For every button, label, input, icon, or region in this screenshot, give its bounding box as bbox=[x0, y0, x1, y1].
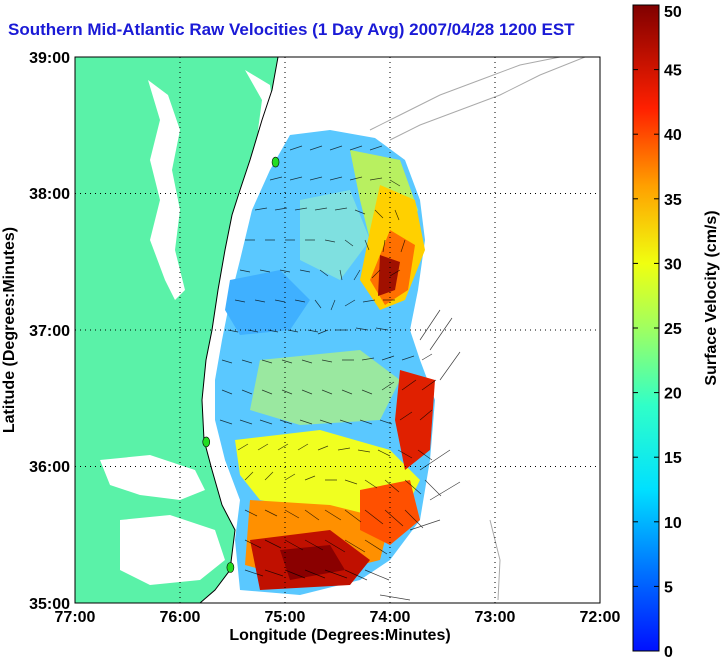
x-axis-label: Longitude (Degrees:Minutes) bbox=[229, 627, 450, 644]
colorbar-tick-label: 30 bbox=[664, 256, 682, 273]
x-tick-label: 72:00 bbox=[580, 609, 621, 626]
plot-frame bbox=[74, 56, 601, 604]
bathymetry-contour bbox=[369, 57, 561, 131]
y-axis: 39:00 38:00 37:00 36:00 35:00 Latitude (… bbox=[1, 50, 70, 613]
x-tick-label: 74:00 bbox=[370, 609, 411, 626]
x-tick-label: 77:00 bbox=[55, 609, 96, 626]
radar-station-marker bbox=[226, 562, 235, 573]
bathymetry-contour bbox=[489, 519, 501, 601]
y-tick-label: 36:00 bbox=[29, 459, 70, 476]
y-axis-label: Latitude (Degrees:Minutes) bbox=[1, 227, 18, 433]
colorbar-tick-label: 20 bbox=[664, 386, 682, 403]
delaware-bay bbox=[245, 70, 275, 150]
colorbar-tick-label: 25 bbox=[664, 321, 682, 338]
albemarle-sound bbox=[100, 455, 205, 500]
x-tick-label: 73:00 bbox=[475, 609, 516, 626]
bathymetry-contour bbox=[389, 57, 586, 141]
colorbar-tick-label: 10 bbox=[664, 515, 682, 532]
colorbar-tick-label: 35 bbox=[664, 192, 682, 209]
colorbar-tick-label: 50 bbox=[664, 4, 682, 21]
x-tick-label: 76:00 bbox=[160, 609, 201, 626]
grid-lines bbox=[75, 57, 600, 603]
colorbar-tick-label: 15 bbox=[664, 450, 682, 467]
y-tick-label: 38:00 bbox=[29, 186, 70, 203]
figure-title: Southern Mid-Atlantic Raw Velocities (1 … bbox=[8, 20, 575, 39]
coastline bbox=[199, 57, 279, 603]
colorbar-tick-label: 0 bbox=[664, 644, 673, 659]
chesapeake-bay bbox=[148, 80, 185, 300]
colorbar-label: Surface Velocity (cm/s) bbox=[703, 210, 720, 385]
y-tick-label: 39:00 bbox=[29, 50, 70, 67]
radar-station-marker bbox=[202, 436, 211, 448]
colorbar-tick-label: 40 bbox=[664, 127, 682, 144]
radar-station-marker bbox=[271, 156, 280, 168]
y-tick-label: 35:00 bbox=[29, 596, 70, 613]
colorbar-tick-label: 45 bbox=[664, 63, 682, 80]
pamlico-sound bbox=[120, 515, 225, 585]
velocity-field bbox=[215, 130, 461, 601]
radar-stations bbox=[202, 156, 280, 573]
x-axis: 77:00 76:00 75:00 74:00 73:00 72:00 Long… bbox=[55, 609, 621, 644]
colorbar-tick-label: 5 bbox=[664, 579, 673, 596]
x-tick-label: 75:00 bbox=[265, 609, 306, 626]
y-tick-label: 37:00 bbox=[29, 323, 70, 340]
